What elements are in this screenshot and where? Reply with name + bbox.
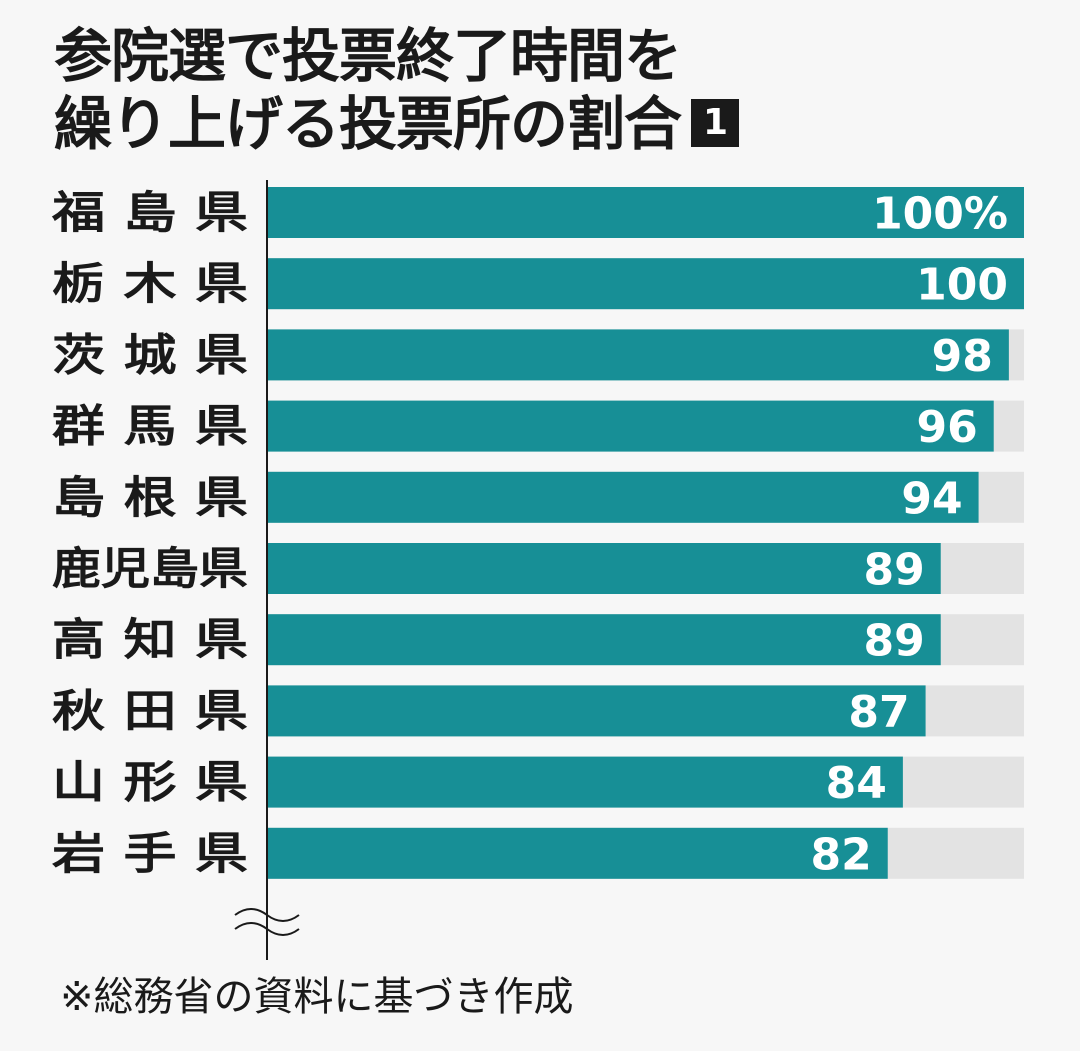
category-label: 鹿児島県 (52, 544, 248, 595)
axis-break-mark (234, 922, 300, 936)
data-label: 89 (863, 545, 924, 596)
source-footnote: ※総務省の資料に基づき作成 (60, 974, 574, 1020)
data-label: 96 (916, 402, 977, 453)
category-label: 群 馬 県 (52, 401, 248, 452)
bar (267, 756, 903, 808)
data-label: 100 (916, 260, 1008, 311)
category-label: 山 形 県 (52, 757, 248, 808)
category-label: 茨 城 県 (52, 330, 248, 381)
axis-break-mark (234, 908, 300, 922)
bar (267, 400, 994, 452)
category-label: 秋 田 県 (52, 686, 248, 737)
bar (267, 614, 941, 666)
category-label: 福 島 県 (51, 188, 248, 239)
title-line-2: 繰り上げる投票所の割合 1 (54, 90, 740, 158)
data-label: 84 (826, 758, 887, 809)
title-line-1: 参院選で投票終了時間を (54, 22, 682, 90)
data-label: 94 (901, 473, 962, 524)
bar (267, 187, 1024, 238)
data-label: 87 (848, 687, 909, 738)
figure-number-badge: 1 (691, 98, 740, 147)
bar (267, 827, 888, 879)
data-label: 82 (811, 829, 872, 880)
category-label: 栃 木 県 (52, 259, 248, 310)
bar (267, 329, 1009, 381)
title-line-2-text: 繰り上げる投票所の割合 (54, 90, 682, 158)
category-label: 島 根 県 (52, 472, 248, 523)
bar (267, 685, 926, 737)
bar (267, 258, 1024, 310)
category-label: 高 知 県 (52, 615, 248, 666)
bar (267, 543, 941, 594)
data-label: 100% (872, 189, 1008, 240)
data-label: 89 (863, 616, 924, 667)
chart-title: 参院選で投票終了時間を 繰り上げる投票所の割合 1 (54, 22, 740, 158)
category-label: 岩 手 県 (52, 828, 248, 879)
bar (267, 471, 979, 523)
data-label: 98 (932, 331, 993, 382)
